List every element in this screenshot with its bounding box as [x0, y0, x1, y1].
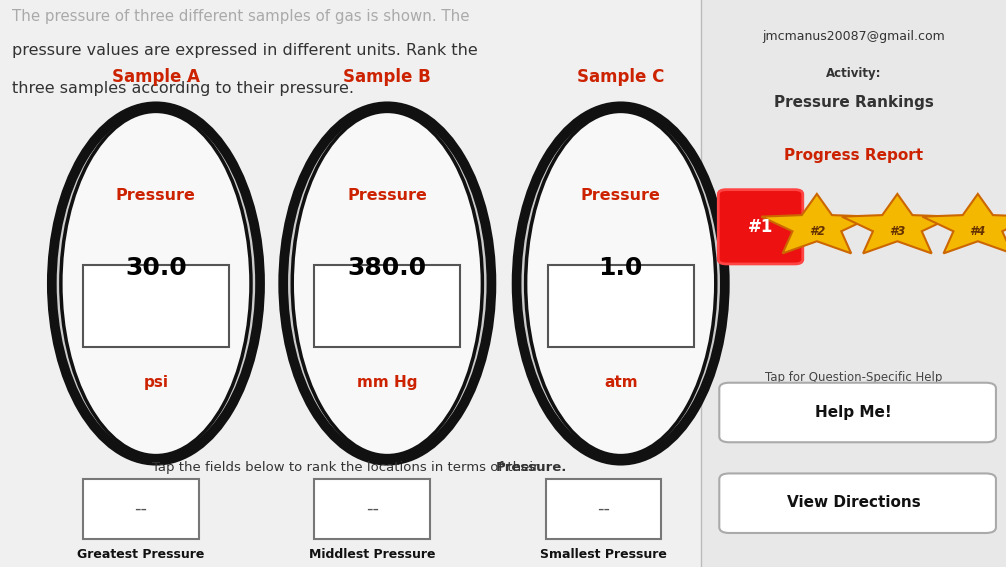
Text: #2: #2: [809, 225, 825, 238]
Text: Smallest Pressure: Smallest Pressure: [540, 548, 667, 561]
Text: View Directions: View Directions: [787, 496, 920, 510]
Text: Pressure: Pressure: [347, 188, 428, 203]
Text: Pressure.: Pressure.: [496, 462, 566, 474]
FancyBboxPatch shape: [719, 473, 996, 533]
Text: pressure values are expressed in different units. Rank the: pressure values are expressed in differe…: [12, 43, 478, 57]
Text: mm Hg: mm Hg: [357, 375, 417, 390]
Text: Pressure: Pressure: [116, 188, 196, 203]
Text: 1.0: 1.0: [599, 256, 643, 280]
Text: 380.0: 380.0: [348, 256, 427, 280]
Text: Middlest Pressure: Middlest Pressure: [309, 548, 436, 561]
FancyBboxPatch shape: [718, 189, 803, 264]
Ellipse shape: [284, 107, 491, 460]
Text: Pressure Rankings: Pressure Rankings: [774, 95, 934, 109]
Text: Pressure: Pressure: [580, 188, 661, 203]
Ellipse shape: [525, 111, 715, 456]
FancyBboxPatch shape: [545, 479, 661, 539]
Polygon shape: [923, 194, 1006, 253]
FancyBboxPatch shape: [719, 383, 996, 442]
Text: three samples according to their pressure.: three samples according to their pressur…: [12, 81, 354, 95]
Text: Tap for Question-Specific Help: Tap for Question-Specific Help: [765, 371, 943, 383]
Text: #1: #1: [747, 218, 774, 236]
Text: --: --: [366, 500, 378, 518]
Text: --: --: [135, 500, 147, 518]
FancyBboxPatch shape: [314, 265, 460, 347]
Polygon shape: [842, 194, 953, 253]
Text: jmcmanus20087@gmail.com: jmcmanus20087@gmail.com: [763, 31, 945, 43]
Ellipse shape: [52, 107, 260, 460]
Text: Tap the fields below to rank the locations in terms of their: Tap the fields below to rank the locatio…: [152, 462, 542, 474]
Text: #4: #4: [970, 225, 986, 238]
Text: Sample B: Sample B: [343, 67, 432, 86]
Text: Sample A: Sample A: [112, 67, 200, 86]
Text: Help Me!: Help Me!: [815, 405, 892, 420]
FancyBboxPatch shape: [82, 479, 198, 539]
Text: Sample C: Sample C: [577, 67, 664, 86]
Text: --: --: [598, 500, 610, 518]
FancyBboxPatch shape: [547, 265, 694, 347]
FancyBboxPatch shape: [82, 265, 228, 347]
Text: 30.0: 30.0: [125, 256, 187, 280]
Ellipse shape: [517, 107, 724, 460]
Text: Progress Report: Progress Report: [784, 149, 924, 163]
Text: #3: #3: [889, 225, 905, 238]
Text: Greatest Pressure: Greatest Pressure: [77, 548, 204, 561]
Text: atm: atm: [604, 375, 638, 390]
Text: The pressure of three different samples of gas is shown. The: The pressure of three different samples …: [12, 9, 470, 23]
Text: psi: psi: [144, 375, 168, 390]
FancyBboxPatch shape: [701, 0, 1006, 567]
Polygon shape: [762, 194, 872, 253]
FancyBboxPatch shape: [314, 479, 430, 539]
Ellipse shape: [292, 111, 483, 456]
Text: Activity:: Activity:: [826, 67, 881, 80]
Ellipse shape: [60, 111, 252, 456]
